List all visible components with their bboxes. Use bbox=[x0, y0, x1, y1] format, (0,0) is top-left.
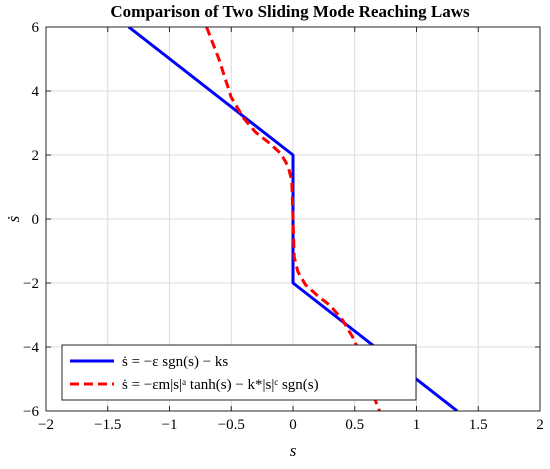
x-tick-label-6: 1 bbox=[413, 417, 421, 433]
legend-box bbox=[61, 344, 417, 401]
y-tick-label-5: 4 bbox=[32, 84, 40, 100]
x-tick-label-8: 2 bbox=[536, 417, 544, 433]
y-tick-label-3: 0 bbox=[32, 212, 40, 228]
y-tick-label-0: −6 bbox=[23, 404, 39, 420]
y-tick-label-4: 2 bbox=[32, 148, 40, 164]
x-tick-label-7: 1.5 bbox=[469, 417, 488, 433]
y-tick-label-6: 6 bbox=[32, 20, 40, 36]
legend-label-1: ṡ = −εm|s|ᵃ tanh(s) − k*|s|ᶜ sgn(s) bbox=[122, 377, 319, 393]
chart-title: Comparison of Two Sliding Mode Reaching … bbox=[110, 2, 470, 21]
y-tick-label-1: −4 bbox=[23, 340, 39, 356]
x-tick-label-3: −0.5 bbox=[218, 417, 245, 433]
x-tick-label-1: −1.5 bbox=[94, 417, 121, 433]
x-tick-label-5: 0.5 bbox=[345, 417, 364, 433]
x-tick-label-0: −2 bbox=[38, 417, 54, 433]
x-axis-label: s bbox=[290, 441, 297, 460]
x-tick-label-4: 0 bbox=[289, 417, 297, 433]
y-axis-label: ṡ bbox=[4, 215, 23, 222]
y-tick-label-2: −2 bbox=[23, 276, 39, 292]
legend-label-0: ṡ = −ε sgn(s) − ks bbox=[122, 354, 228, 370]
series-line-1 bbox=[205, 27, 381, 411]
x-tick-label-2: −1 bbox=[162, 417, 178, 433]
